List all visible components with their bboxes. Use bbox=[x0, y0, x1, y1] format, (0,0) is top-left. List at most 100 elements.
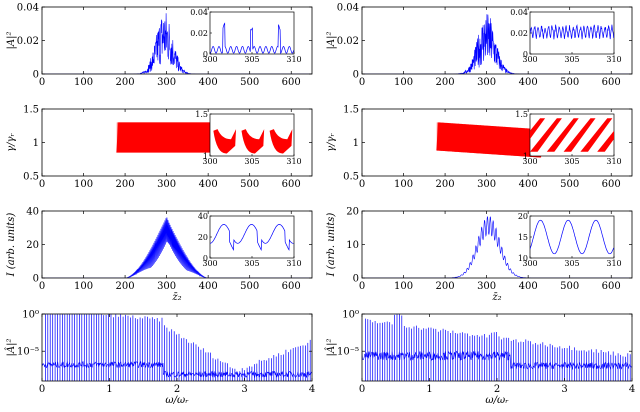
inset-frame bbox=[209, 215, 295, 259]
inset-xtick-label: 300 bbox=[522, 259, 537, 268]
spectrum-noise-R4 bbox=[362, 350, 632, 371]
inset-xtick-label: 300 bbox=[522, 157, 537, 166]
ytick-label: 20 bbox=[26, 240, 39, 251]
xtick-label: 300 bbox=[477, 77, 496, 88]
inset-R2: 300 305 310 1 1.5 bbox=[515, 110, 621, 166]
xtick-label: 400 bbox=[199, 281, 218, 292]
ytick-label: 0.5 bbox=[343, 172, 359, 183]
y-axis-label: |Â|² bbox=[5, 339, 17, 357]
xtick-label: 2 bbox=[174, 384, 180, 395]
xtick-label: 0 bbox=[359, 384, 365, 395]
xtick-label: 0 bbox=[39, 77, 45, 88]
xtick-label: 300 bbox=[477, 179, 496, 190]
xtick-label: 200 bbox=[436, 281, 455, 292]
xtick-label: 600 bbox=[602, 77, 621, 88]
xtick-label: 500 bbox=[560, 77, 579, 88]
xtick-label: 2 bbox=[494, 384, 500, 395]
xtick-label: 0 bbox=[359, 179, 365, 190]
inset-line bbox=[530, 219, 614, 255]
inset-ytick-label: 1 bbox=[523, 152, 528, 161]
inset-plot bbox=[530, 219, 614, 255]
inset-ytick-label: 40 bbox=[198, 212, 208, 221]
series-line-L1 bbox=[42, 13, 312, 74]
xtick-label: 400 bbox=[519, 281, 538, 292]
xtick-label: 400 bbox=[519, 77, 538, 88]
panel-R3: 0 100 200 300 400 500 600 0 10 20 I (arb. units) z̄… bbox=[326, 207, 633, 303]
xtick-label: 200 bbox=[436, 77, 455, 88]
panel-L1: 0 100 200 300 400 500 600 0 0.02 0.04 |A|² 300 305 31… bbox=[6, 3, 313, 88]
xtick-label: 100 bbox=[394, 77, 413, 88]
inset-xtick-label: 305 bbox=[244, 259, 259, 268]
spectrum-comb-R4 bbox=[365, 314, 631, 381]
xtick-label: 600 bbox=[282, 281, 301, 292]
panel-R1: 0 100 200 300 400 500 600 0 0.02 0.04 |A|² 300 305 31… bbox=[326, 3, 633, 88]
inset-ytick-label: 1.5 bbox=[515, 110, 528, 119]
plot-area-L4 bbox=[42, 314, 312, 381]
xtick-label: 1 bbox=[426, 384, 432, 395]
inset-plot bbox=[530, 118, 614, 152]
inset-xtick-label: 310 bbox=[606, 157, 621, 166]
series-line-R3 bbox=[362, 216, 632, 278]
panel-L2: 0 100 200 300 400 500 600 0.5 1 1.5 γ/γᵣ 300 305 310 1… bbox=[6, 105, 313, 190]
xtick-label: 600 bbox=[602, 179, 621, 190]
inset-frame bbox=[529, 215, 615, 259]
x-axis-label: ω/ωᵣ bbox=[165, 395, 189, 406]
y-axis-label: |A|² bbox=[326, 32, 337, 50]
inset-xtick-label: 310 bbox=[286, 259, 301, 268]
inset-xtick-label: 300 bbox=[202, 55, 217, 64]
xtick-label: 0 bbox=[359, 281, 365, 292]
xtick-label: 4 bbox=[629, 384, 635, 395]
x-axis-label: ω/ωᵣ bbox=[485, 395, 509, 406]
xtick-label: 400 bbox=[519, 179, 538, 190]
ytick-label: 1 bbox=[353, 138, 359, 149]
ytick-label: 0 bbox=[33, 70, 39, 81]
y-axis-label: I (arb. units) bbox=[6, 213, 17, 278]
inset-L2: 300 305 310 1 1.5 bbox=[195, 110, 301, 166]
inset-xtick-label: 310 bbox=[286, 55, 301, 64]
electron-body-L2 bbox=[116, 122, 213, 153]
inset-xtick-label: 305 bbox=[564, 259, 579, 268]
inset-line bbox=[210, 224, 294, 252]
inset-plot bbox=[210, 22, 294, 54]
inset-stripe bbox=[580, 118, 613, 152]
inset-L1: 300 305 310 0 0.02 0.04 bbox=[190, 8, 301, 64]
inset-R1: 300 305 310 0 0.02 0.04 bbox=[510, 8, 621, 64]
inset-ytick-label: 0.02 bbox=[510, 29, 528, 38]
xtick-label: 0 bbox=[39, 384, 45, 395]
xtick-label: 0 bbox=[359, 77, 365, 88]
inset-bucket bbox=[213, 129, 237, 154]
y-axis-label: I (arb. units) bbox=[326, 213, 337, 278]
series-line-R1 bbox=[362, 14, 632, 74]
xtick-label: 3 bbox=[561, 384, 567, 395]
plot-area-R1 bbox=[362, 14, 632, 74]
inset-bucket bbox=[269, 129, 293, 154]
ytick-label: 1.5 bbox=[343, 105, 359, 116]
ytick-label: 0.04 bbox=[17, 3, 39, 14]
xtick-label: 500 bbox=[560, 281, 579, 292]
xtick-label: 600 bbox=[602, 281, 621, 292]
inset-xtick-label: 300 bbox=[522, 55, 537, 64]
xtick-label: 500 bbox=[240, 281, 259, 292]
inset-xtick-label: 305 bbox=[244, 157, 259, 166]
ytick-label: 1 bbox=[33, 138, 39, 149]
ytick-label: 0 bbox=[33, 274, 39, 285]
xtick-label: 0 bbox=[39, 179, 45, 190]
xtick-label: 300 bbox=[157, 179, 176, 190]
series-line-L3 bbox=[42, 217, 312, 278]
xtick-label: 200 bbox=[116, 179, 135, 190]
panel-R2: 0 100 200 300 400 500 600 0.5 1 1.5 γ/γᵣ 300 305 310 1… bbox=[326, 105, 633, 190]
inset-xtick-label: 305 bbox=[564, 157, 579, 166]
inset-ytick-label: 1 bbox=[203, 152, 208, 161]
plot-area-L2 bbox=[116, 122, 215, 153]
ytick-label: 0.02 bbox=[17, 36, 39, 47]
inset-xtick-label: 305 bbox=[244, 55, 259, 64]
xtick-label: 500 bbox=[560, 179, 579, 190]
xtick-label: 100 bbox=[74, 281, 93, 292]
ytick-label: 10 bbox=[346, 240, 359, 251]
xtick-label: 4 bbox=[309, 384, 315, 395]
ytick-label: 0.02 bbox=[337, 36, 359, 47]
xtick-label: 600 bbox=[282, 77, 301, 88]
ytick-label: 0 bbox=[353, 70, 359, 81]
inset-ytick-label: 0 bbox=[523, 50, 528, 59]
